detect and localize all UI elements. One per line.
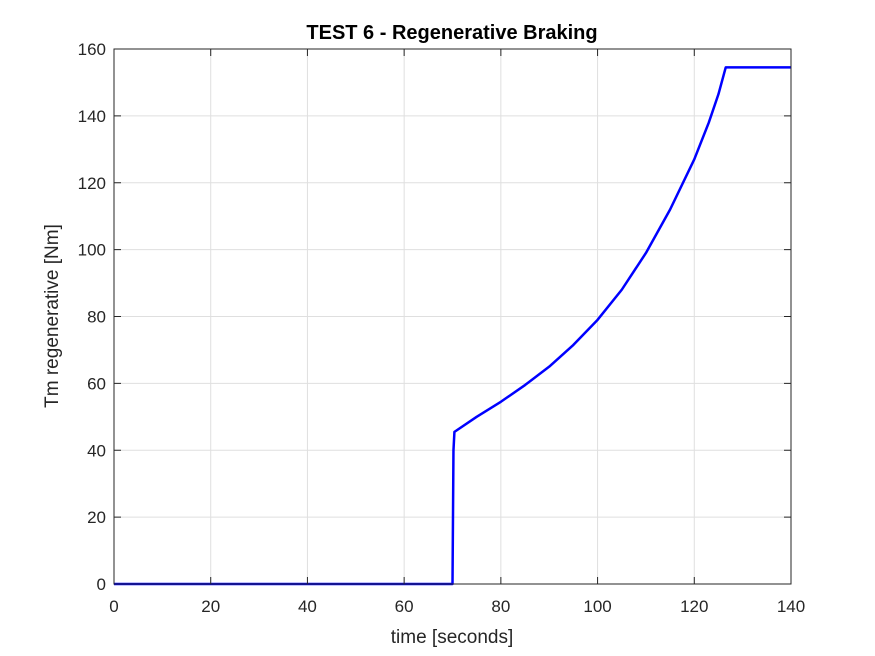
y-tick-label: 100 (78, 241, 106, 260)
series-group (114, 66, 791, 586)
series-line-0 (114, 66, 791, 586)
y-tick-label: 60 (87, 374, 106, 393)
x-tick-label: 20 (201, 597, 220, 616)
x-tick-label: 80 (491, 597, 510, 616)
x-tick-label: 0 (109, 597, 118, 616)
y-tick-label: 160 (78, 40, 106, 59)
x-tick-label: 120 (680, 597, 708, 616)
x-tick-label: 140 (777, 597, 805, 616)
x-tick-label: 60 (395, 597, 414, 616)
ticks-group: 0 20 40 60 80 100 120 140 0 20 40 60 80 100 120 140 160 (78, 40, 806, 616)
y-tick-label: 140 (78, 107, 106, 126)
y-tick-label: 120 (78, 174, 106, 193)
y-tick-label: 20 (87, 508, 106, 527)
chart-title: TEST 6 - Regenerative Braking (306, 22, 597, 44)
y-tick-label: 0 (97, 575, 106, 594)
x-tick-label: 40 (298, 597, 317, 616)
x-axis-label: time [seconds] (391, 627, 514, 648)
y-axis-label: Tm regenerative [Nm] (42, 224, 63, 408)
y-tick-label: 40 (87, 441, 106, 460)
x-tick-label: 100 (583, 597, 611, 616)
y-tick-label: 80 (87, 308, 106, 327)
